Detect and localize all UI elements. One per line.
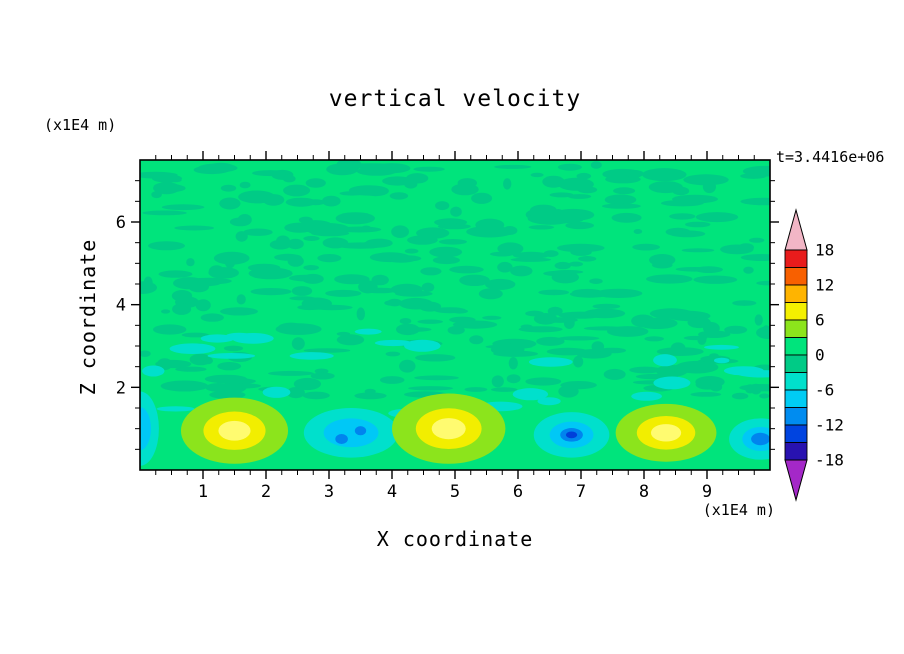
colorbar-tick-label: -18 [815, 451, 844, 470]
page-title: vertical velocity [328, 86, 582, 112]
y-tick-label: 2 [116, 378, 126, 398]
tick-labels: 1 2 3 4 5 6 7 8 9 2 4 6 [116, 213, 712, 502]
x-tick-label: 8 [639, 482, 649, 502]
x-tick-label: 1 [198, 482, 208, 502]
downdraft-spot [335, 434, 348, 444]
colorbar-band [784, 302, 808, 321]
speckle-layer [140, 160, 770, 400]
updraft-feature [431, 418, 466, 440]
colorbar-band [784, 424, 808, 443]
colorbar-top-arrow [784, 208, 808, 251]
x-tick-label: 9 [702, 482, 712, 502]
contour-field [140, 160, 770, 470]
colorbar-bottom-arrow [784, 459, 808, 502]
x-axis-title: X coordinate [376, 527, 534, 551]
colorbar-tick-label: 6 [815, 311, 825, 330]
x-axis-units-label: (x1E4 m) [702, 501, 775, 519]
y-axis-units-label: (x1E4 m) [44, 116, 117, 134]
colorbar-band [784, 389, 808, 408]
colorbar: 18 12 6 0 -6 -12 -18 [784, 208, 844, 502]
y-tick-label: 4 [116, 296, 126, 316]
colorbar-band [784, 284, 808, 303]
colorbar-tick-label: -12 [815, 416, 844, 435]
colorbar-band [784, 249, 808, 268]
colorbar-band [784, 267, 808, 286]
colorbar-tick-label: -6 [815, 381, 834, 400]
colorbar-band [784, 442, 808, 461]
downdraft-feature [323, 418, 379, 448]
convective-features [140, 391, 770, 466]
axis-ticks [131, 151, 779, 479]
x-tick-label: 7 [576, 482, 586, 502]
y-tick-label: 6 [116, 213, 126, 233]
x-tick-label: 2 [261, 482, 271, 502]
updraft-feature [218, 420, 251, 441]
x-tick-label: 3 [324, 482, 334, 502]
downdraft-feature [140, 407, 151, 451]
downdraft-spot [354, 426, 367, 436]
colorbar-band [784, 372, 808, 391]
colorbar-tick-label: 18 [815, 241, 834, 260]
time-annotation: t=3.4416e+06 [776, 148, 885, 166]
x-tick-label: 5 [450, 482, 460, 502]
colorbar-tick-label: 12 [815, 276, 834, 295]
x-tick-label: 6 [513, 482, 523, 502]
x-tick-label: 4 [387, 482, 397, 502]
downdraft-feature [565, 431, 578, 439]
colorbar-band [784, 407, 808, 426]
updraft-feature [650, 424, 682, 442]
colorbar-band [784, 337, 808, 356]
colorbar-band [784, 319, 808, 338]
colorbar-band [784, 354, 808, 373]
downdraft-feature [751, 432, 770, 446]
colorbar-tick-label: 0 [815, 346, 825, 365]
cool-patch-layer [142, 328, 770, 418]
